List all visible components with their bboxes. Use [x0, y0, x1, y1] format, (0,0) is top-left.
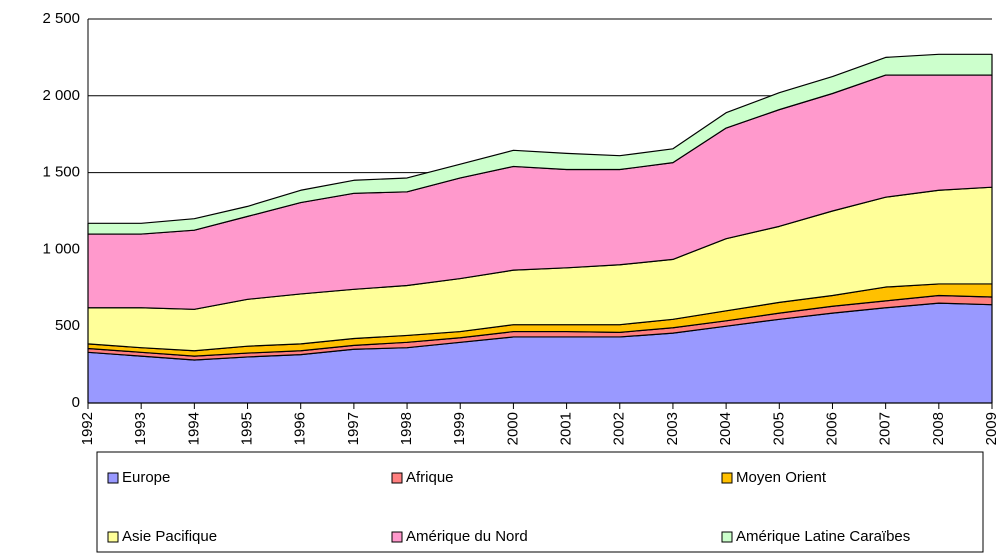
- legend-swatch: [107, 531, 119, 543]
- x-tick-label: 2008: [930, 412, 947, 445]
- legend-label: Amérique du Nord: [406, 528, 528, 545]
- x-tick-label: 2009: [983, 412, 1000, 445]
- legend-label: Amérique Latine Caraïbes: [736, 528, 910, 545]
- x-tick-label: 1992: [79, 412, 96, 445]
- legend-box: [96, 451, 984, 553]
- x-tick-label: 2001: [558, 412, 575, 445]
- x-tick-label: 1997: [345, 412, 362, 445]
- x-tick-label: 2007: [877, 412, 894, 445]
- x-tick-label: 1993: [132, 412, 149, 445]
- legend-label: Moyen Orient: [736, 469, 827, 486]
- x-tick-label: 2003: [664, 412, 681, 445]
- y-tick-label: 0: [72, 394, 80, 411]
- legend-label: Asie Pacifique: [122, 528, 217, 545]
- x-tick-label: 2005: [770, 412, 787, 445]
- x-tick-label: 1996: [292, 412, 309, 445]
- x-tick-label: 2006: [823, 412, 840, 445]
- y-tick-label: 2 000: [42, 87, 80, 104]
- x-tick-label: 1995: [238, 412, 255, 445]
- y-tick-label: 500: [55, 317, 80, 334]
- x-tick-label: 1998: [398, 412, 415, 445]
- y-tick-label: 1 000: [42, 240, 80, 257]
- legend-swatch: [721, 472, 733, 484]
- legend-swatch: [391, 531, 403, 543]
- legend-swatch: [721, 531, 733, 543]
- legend-label: Afrique: [406, 469, 454, 486]
- x-tick-label: 1994: [185, 412, 202, 445]
- legend-label: Europe: [122, 469, 170, 486]
- x-tick-label: 2000: [504, 412, 521, 445]
- y-tick-label: 2 500: [42, 10, 80, 27]
- x-tick-label: 2004: [717, 412, 734, 445]
- x-tick-label: 2002: [611, 412, 628, 445]
- y-tick-label: 1 500: [42, 164, 80, 181]
- legend-swatch: [107, 472, 119, 484]
- area: [87, 53, 993, 235]
- x-tick-label: 1999: [451, 412, 468, 445]
- legend-swatch: [391, 472, 403, 484]
